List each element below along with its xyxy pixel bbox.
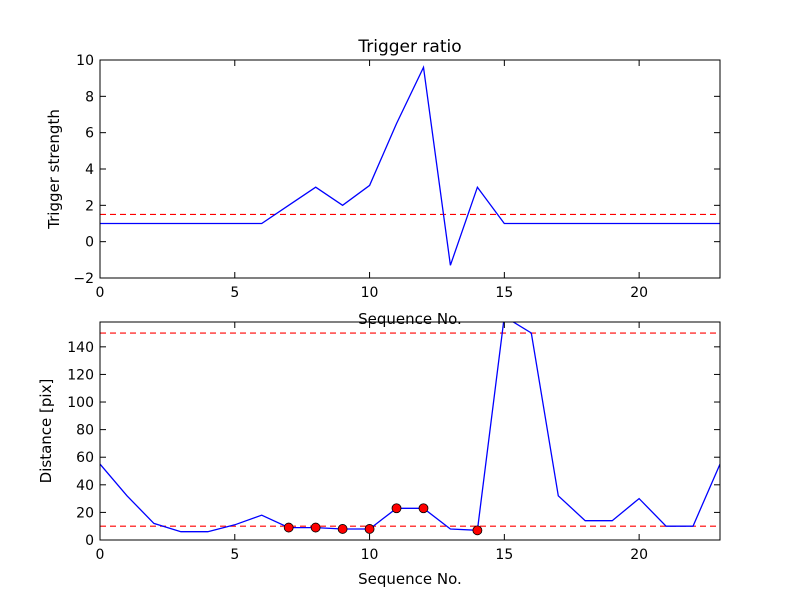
y-tick-label: 0 bbox=[85, 533, 94, 549]
flag-marker bbox=[364, 524, 375, 534]
x-tick-label: 15 bbox=[495, 285, 513, 301]
x-tick-label: 0 bbox=[96, 547, 105, 563]
axes-frame bbox=[99, 321, 721, 541]
chart-top-ylabel: Trigger strength bbox=[45, 109, 63, 230]
series-line-0 bbox=[100, 65, 720, 266]
x-tick-label: 10 bbox=[361, 285, 379, 301]
flag-marker bbox=[472, 525, 483, 536]
series-line-0 bbox=[100, 322, 720, 533]
flag-marker bbox=[391, 503, 402, 514]
x-tick-label: 15 bbox=[495, 547, 513, 563]
y-tick-label: 0 bbox=[85, 235, 94, 251]
y-tick-label: 10 bbox=[76, 53, 94, 69]
flag-marker bbox=[283, 522, 294, 533]
chart-top-xlabel: Sequence No. bbox=[358, 310, 462, 328]
chart-bottom-plot: 0 5 10 15 20 0 20 40 60 80 100 120 140 bbox=[67, 321, 721, 563]
flag-marker bbox=[337, 524, 348, 534]
y-tick-label: 60 bbox=[76, 450, 94, 466]
y-tick-label: 6 bbox=[85, 126, 94, 142]
chart-bottom-ylabel: Distance [pix] bbox=[37, 379, 55, 484]
y-tick-label: 120 bbox=[67, 367, 94, 383]
y-tick-label: 140 bbox=[67, 340, 94, 356]
y-tick-label: 8 bbox=[85, 89, 94, 105]
x-tick-label: 20 bbox=[630, 285, 648, 301]
y-tick-label: −2 bbox=[73, 271, 94, 287]
x-tick-label: 20 bbox=[630, 547, 648, 563]
x-tick-label: 0 bbox=[96, 285, 105, 301]
chart-bottom-xlabel: Sequence No. bbox=[358, 570, 462, 588]
y-tick-label: 80 bbox=[76, 423, 94, 439]
y-tick-label: 20 bbox=[76, 505, 94, 521]
flag-marker bbox=[310, 522, 321, 533]
x-tick-label: 5 bbox=[230, 285, 239, 301]
x-tick-label: 5 bbox=[230, 547, 239, 563]
x-tick-label: 10 bbox=[361, 547, 379, 563]
y-tick-label: 40 bbox=[76, 478, 94, 494]
y-tick-label: 4 bbox=[85, 162, 94, 178]
chart-top-title: Trigger ratio bbox=[357, 37, 461, 57]
y-tick-label: 100 bbox=[67, 395, 94, 411]
y-tick-label: 2 bbox=[85, 198, 94, 214]
flag-marker bbox=[418, 503, 429, 514]
